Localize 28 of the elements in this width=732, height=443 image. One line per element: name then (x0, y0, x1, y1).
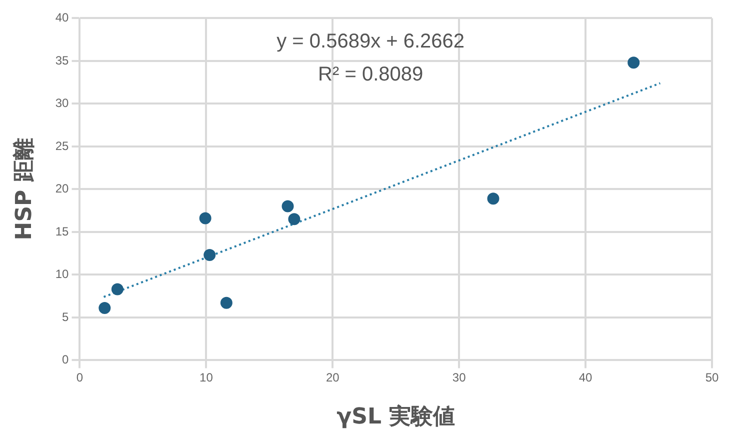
x-tick-label: 30 (452, 370, 466, 385)
x-tick-label: 0 (76, 370, 84, 385)
point (111, 283, 124, 296)
x-tick-label: 10 (200, 370, 214, 385)
x-tick-label: 20 (326, 370, 340, 385)
point (487, 192, 500, 205)
annotation: y = 0.5689x + 6.2662 (276, 30, 465, 53)
point (282, 200, 294, 212)
y-tick-label: 25 (55, 138, 70, 153)
y-axis-title: HSP 距離 (12, 138, 37, 240)
point (199, 212, 212, 224)
y-tick-label: 35 (55, 53, 70, 68)
point (288, 213, 300, 226)
y-tick-label: 10 (55, 267, 70, 282)
x-tick-label: 50 (705, 370, 719, 385)
y-tick-label: 0 (62, 352, 70, 367)
point (220, 296, 232, 309)
x-axis-title: γSL 実験値 (336, 404, 456, 430)
y-tick-label: 40 (55, 10, 70, 25)
point (98, 302, 111, 314)
y-tick-label: 15 (55, 224, 70, 238)
y-tick-label: 30 (55, 96, 70, 110)
point (204, 249, 216, 262)
y-tick-label: 5 (62, 310, 70, 324)
y-tick-label: 20 (55, 182, 70, 196)
x-tick-label: 40 (578, 370, 593, 385)
point (628, 56, 640, 69)
annotation: R² = 0.8089 (318, 64, 424, 86)
